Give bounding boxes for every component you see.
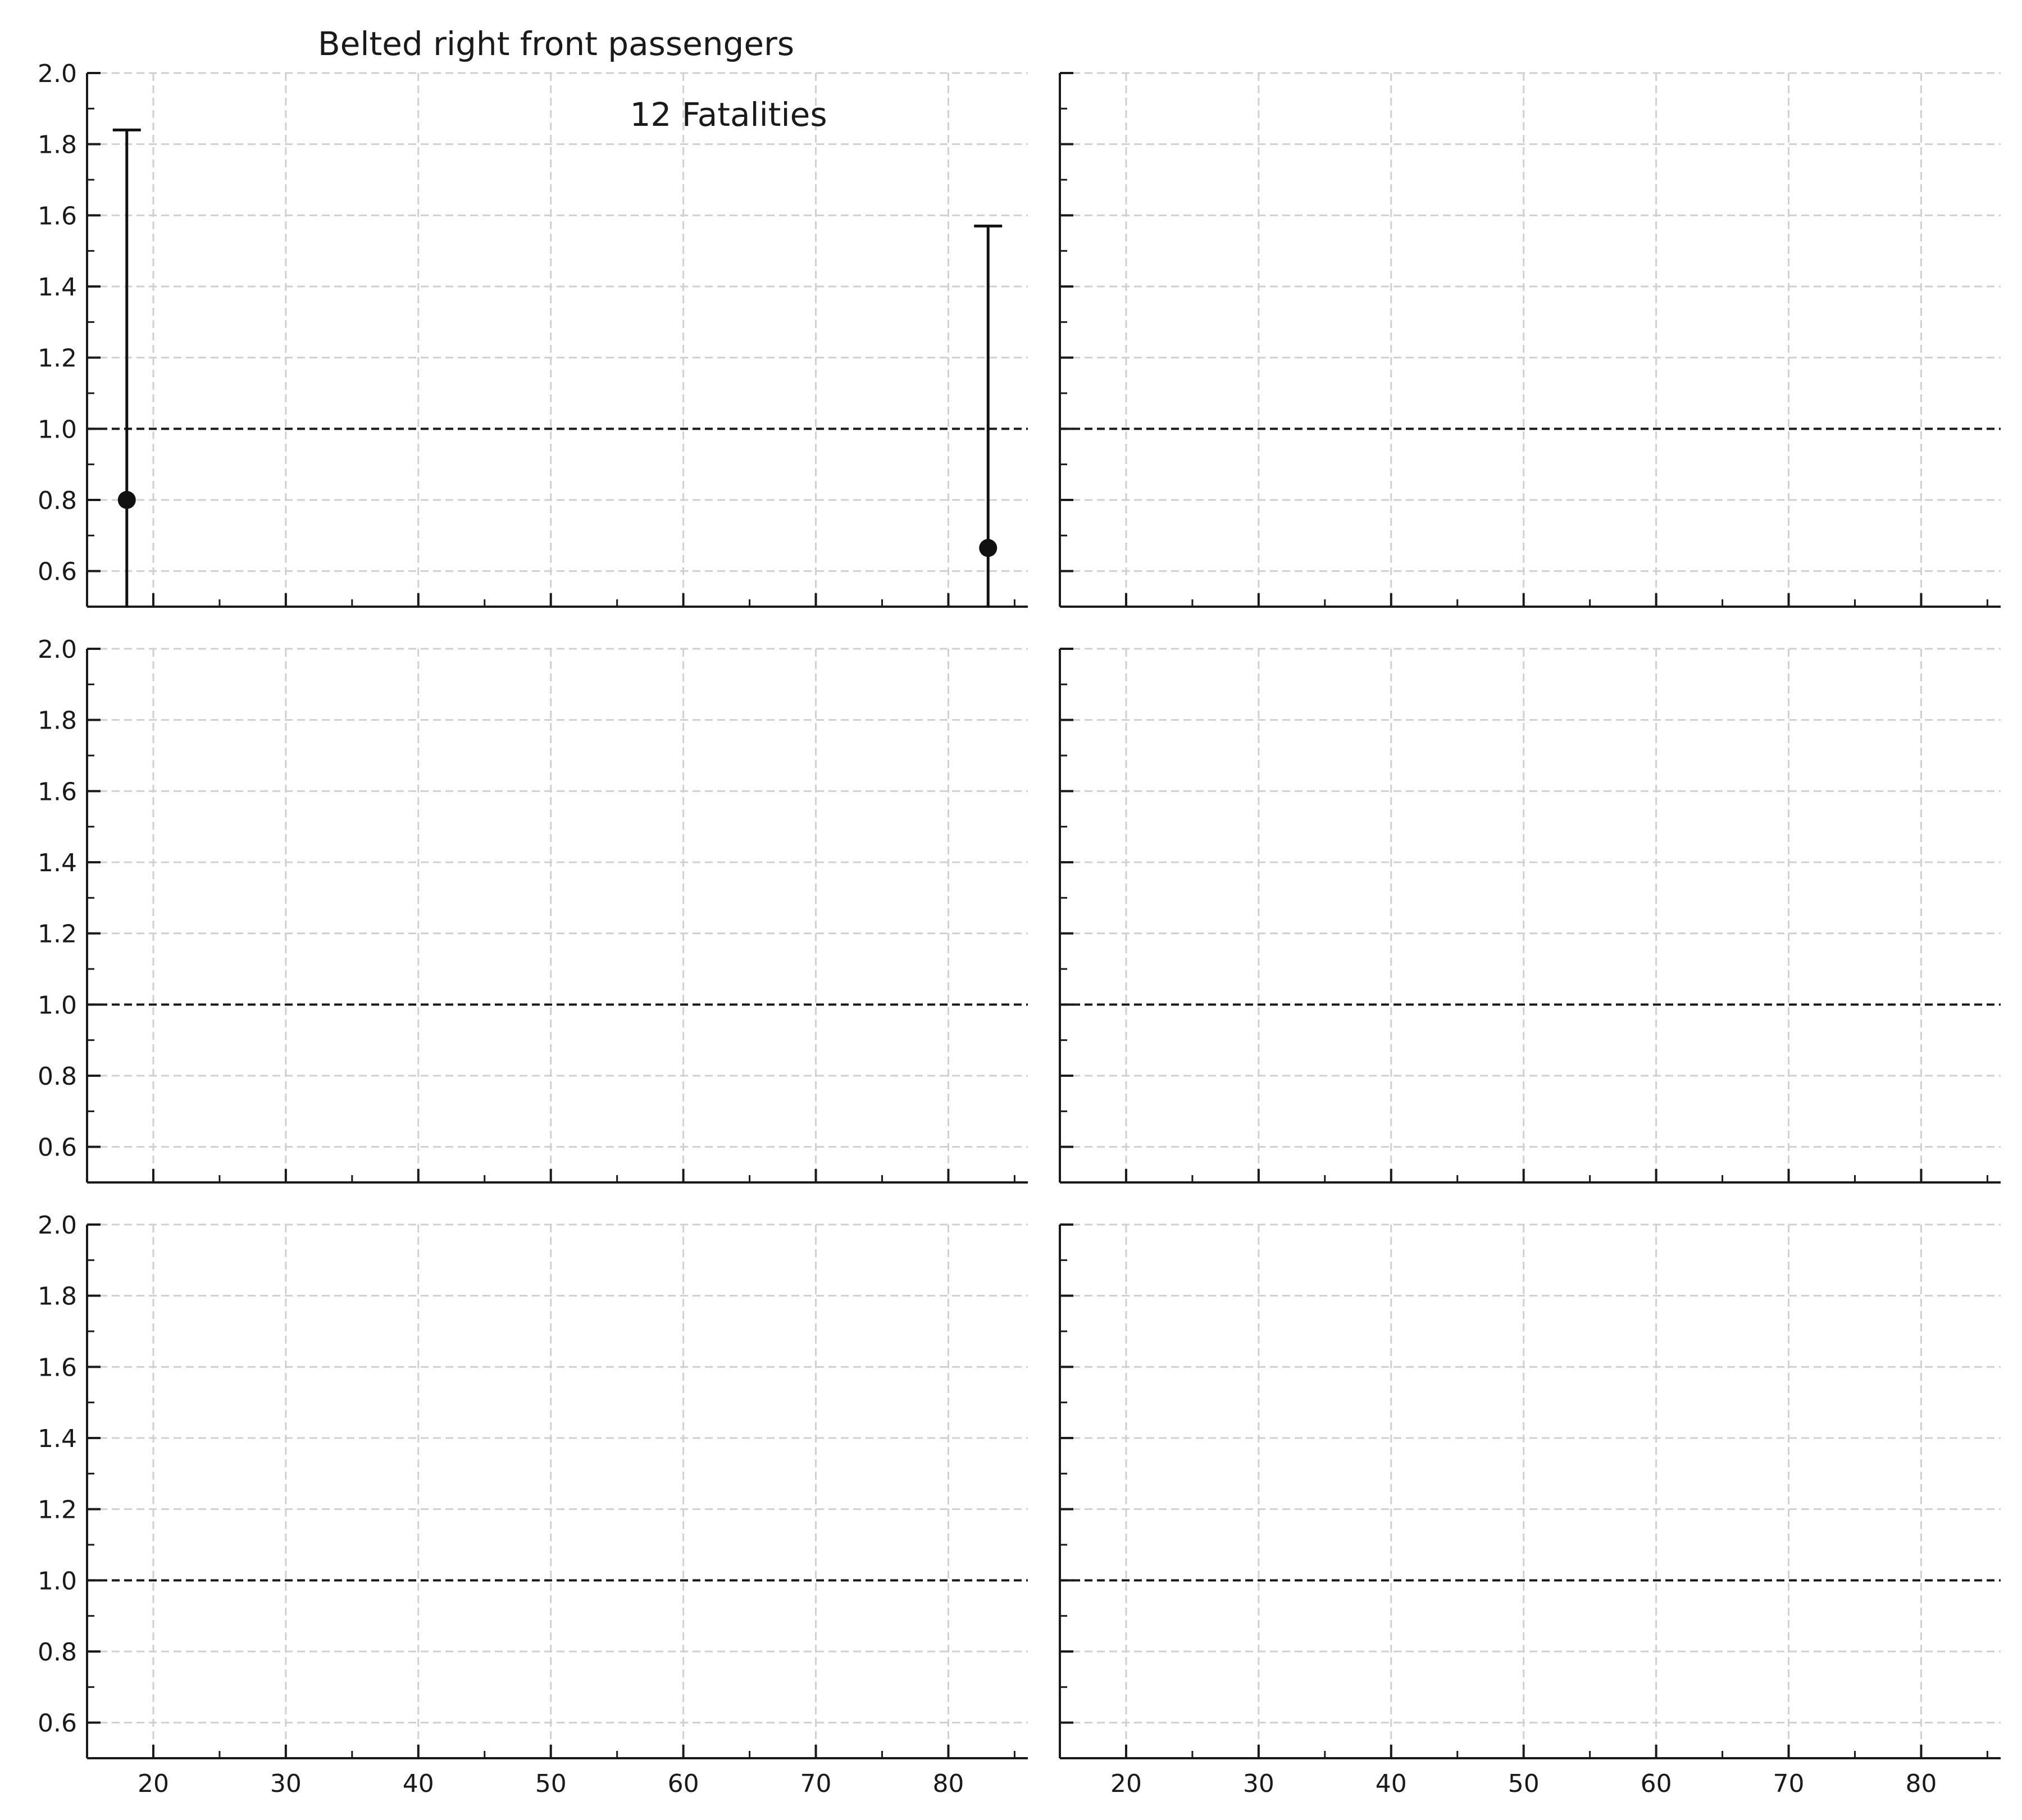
y-tick-label: 1.2 xyxy=(38,920,77,949)
y-tick-label: 1.6 xyxy=(38,777,77,806)
panel-5: 0.6 0.8 1.0 1.2 1.4 1.6 1.8 2.0 20 30 40 50 60 70 80 xyxy=(38,1211,1028,1798)
y-tick-label: 1.2 xyxy=(38,1496,77,1525)
y-tick-label: 1.2 xyxy=(38,344,77,373)
x-tick-label: 20 xyxy=(138,1769,169,1798)
data-point xyxy=(979,539,998,557)
panel-4 xyxy=(1059,648,2001,1184)
x-tick-label: 80 xyxy=(932,1769,964,1798)
y-tick-label: 1.8 xyxy=(38,131,77,160)
y-tick-label: 1.0 xyxy=(38,1567,77,1595)
x-tick-label: 30 xyxy=(1243,1769,1274,1798)
annotation: 12 Fatalities xyxy=(630,95,827,134)
y-tick-label: 1.6 xyxy=(38,1353,77,1382)
y-tick-label: 0.8 xyxy=(38,1638,77,1667)
x-tick-label: 50 xyxy=(535,1769,567,1798)
y-tick-label: 0.6 xyxy=(38,1134,77,1162)
y-tick-label: 0.6 xyxy=(38,558,77,586)
x-tick-label: 60 xyxy=(668,1769,699,1798)
y-tick-label: 0.8 xyxy=(38,1062,77,1091)
panel-3: 0.6 0.8 1.0 1.2 1.4 1.6 1.8 2.0 xyxy=(38,635,1028,1184)
x-tick-label: 20 xyxy=(1110,1769,1142,1798)
y-tick-label: 0.6 xyxy=(38,1709,77,1738)
y-tick-label: 1.8 xyxy=(38,707,77,735)
y-tick-label: 1.0 xyxy=(38,415,77,444)
x-tick-label: 40 xyxy=(403,1769,434,1798)
y-tick-label: 1.0 xyxy=(38,991,77,1020)
x-tick-label: 70 xyxy=(800,1769,832,1798)
x-tick-label: 50 xyxy=(1508,1769,1540,1798)
x-tick-label: 30 xyxy=(270,1769,302,1798)
y-tick-label: 2.0 xyxy=(38,635,77,664)
data-point xyxy=(117,491,136,509)
y-tick-label: 1.4 xyxy=(38,849,77,877)
y-tick-label: 2.0 xyxy=(38,60,77,88)
y-tick-label: 1.6 xyxy=(38,202,77,230)
y-tick-label: 1.8 xyxy=(38,1282,77,1311)
panel-6: 20 30 40 50 60 70 80 xyxy=(1059,1223,2001,1798)
y-tick-label: 2.0 xyxy=(38,1211,77,1240)
chart-title: Belted right front passengers xyxy=(318,25,794,63)
series-points xyxy=(112,128,1003,608)
y-tick-label: 0.8 xyxy=(38,486,77,515)
x-tick-label: 40 xyxy=(1376,1769,1407,1798)
x-tick-label: 80 xyxy=(1905,1769,1937,1798)
panel-1: 0.6 0.8 1.0 1.2 1.4 1.6 1.8 2.0 Belted right fro… xyxy=(38,25,1028,608)
panel-2 xyxy=(1059,72,2001,608)
y-tick-label: 1.4 xyxy=(38,1425,77,1453)
x-tick-label: 60 xyxy=(1641,1769,1672,1798)
y-tick-label: 1.4 xyxy=(38,273,77,302)
x-tick-label: 70 xyxy=(1773,1769,1805,1798)
